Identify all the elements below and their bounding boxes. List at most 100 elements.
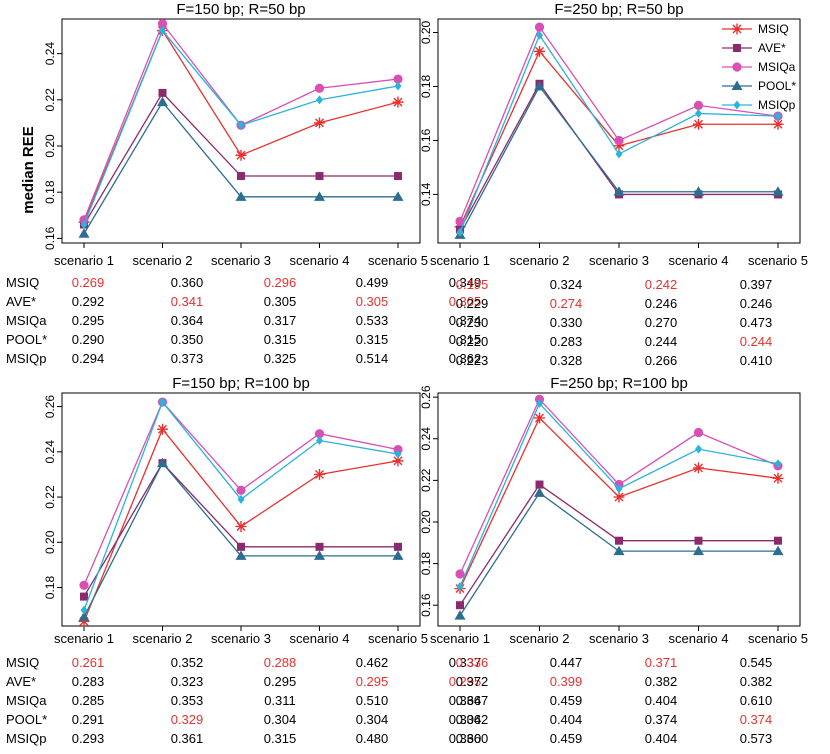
- table-cell: 0.330: [550, 315, 583, 330]
- table-cell: 0.244: [740, 334, 773, 349]
- table-cell: 0.459: [550, 731, 583, 746]
- data-point: [237, 542, 245, 551]
- table-cell: 0.294: [72, 351, 105, 366]
- data-point: [316, 95, 323, 105]
- series-msiqa: [455, 22, 783, 227]
- y-tick-label: 0.24: [43, 42, 57, 66]
- data-point: [392, 96, 404, 108]
- table-cell: 0.266: [645, 353, 678, 368]
- data-point: [772, 118, 784, 130]
- table-cell: 0.195: [456, 277, 489, 292]
- data-point: [695, 108, 702, 118]
- series-line: [459, 85, 778, 236]
- y-tick-label: 0.26: [419, 385, 433, 409]
- table-row-label: MSIQp: [6, 351, 46, 366]
- table-cell: 0.533: [356, 313, 389, 328]
- data-point: [534, 412, 545, 424]
- plot-frame: [61, 18, 421, 244]
- table-row-label: POOL*: [6, 332, 47, 347]
- x-tick-label: scenario 1: [430, 631, 490, 646]
- data-point: [78, 611, 90, 621]
- table-cell: 0.304: [449, 712, 482, 727]
- table-cell: 0.336: [456, 655, 489, 670]
- table-cell: 0.404: [645, 731, 678, 746]
- table-cell: 0.337: [449, 655, 482, 670]
- y-tick-label: 0.20: [43, 530, 57, 554]
- table-cell: 0.399: [550, 674, 583, 689]
- table-cell: 0.374: [645, 712, 678, 727]
- x-tick-label: scenario 2: [510, 631, 570, 646]
- table-row-label: POOL*: [6, 712, 47, 727]
- table-cell: 0.473: [740, 315, 773, 330]
- series-poolstar: [454, 487, 784, 620]
- table-row-label: AVE*: [6, 674, 36, 689]
- chart-title: F=250 bp; R=50 bp: [554, 1, 683, 18]
- table-cell: 0.371: [645, 655, 678, 670]
- y-tick-label: 0.20: [419, 510, 433, 534]
- data-point: [314, 117, 325, 129]
- data-point: [693, 462, 704, 474]
- table-cell: 0.283: [550, 334, 583, 349]
- y-tick-label: 0.14: [419, 182, 433, 206]
- table-cell: 0.317: [264, 313, 297, 328]
- results-table-3: MSIQ 0.261 0.352 0.288 0.462 0.337 AVE* 0.283 0.…: [6, 655, 481, 746]
- series-msiq: [78, 423, 404, 627]
- series-msiq: [454, 412, 784, 595]
- table-cell: 0.229: [456, 296, 489, 311]
- table-cell: 0.246: [645, 296, 678, 311]
- legend-marker: [733, 100, 741, 110]
- chart-title: F=250 bp; R=100 bp: [550, 375, 688, 392]
- data-point: [772, 186, 784, 196]
- data-point: [237, 120, 245, 130]
- table-cell: 0.325: [264, 351, 297, 366]
- x-tick-label: scenario 5: [368, 253, 428, 268]
- data-point: [80, 592, 88, 601]
- table-cell: 0.410: [740, 353, 773, 368]
- table-cell: 0.270: [645, 315, 678, 330]
- data-point: [455, 216, 465, 227]
- table-cell: 0.305: [449, 294, 482, 309]
- y-tick-label: 0.18: [419, 74, 433, 98]
- table-cell: 0.295: [356, 674, 389, 689]
- table-cell: 0.360: [171, 275, 204, 290]
- chart-panel-3: F=150 bp; R=100 bp 0.18 0.20 0.22 0.24 0.26 sc…: [43, 375, 428, 646]
- data-point: [316, 436, 323, 446]
- table-cell: 0.220: [456, 334, 489, 349]
- x-tick-label: scenario 1: [54, 631, 114, 646]
- table-cell: 0.261: [72, 655, 105, 670]
- table-cell: 0.397: [740, 277, 773, 292]
- plot-frame: [437, 392, 801, 627]
- table-cell: 0.360: [456, 731, 489, 746]
- data-point: [157, 423, 168, 435]
- data-point: [394, 449, 402, 459]
- data-point: [774, 536, 782, 545]
- table-cell: 0.328: [550, 353, 583, 368]
- data-point: [615, 484, 623, 494]
- table-cell: 0.404: [645, 693, 678, 708]
- table-cell: 0.304: [356, 712, 389, 727]
- data-point: [393, 444, 403, 455]
- y-tick-label: 0.16: [43, 226, 57, 250]
- table-cell: 0.462: [356, 655, 389, 670]
- table-cell: 0.360: [449, 731, 482, 746]
- data-point: [693, 186, 704, 196]
- table-cell: 0.459: [550, 693, 583, 708]
- table-cell: 0.573: [740, 731, 773, 746]
- data-point: [392, 455, 404, 467]
- data-point: [695, 444, 702, 454]
- table-cell: 0.288: [264, 655, 297, 670]
- data-point: [157, 19, 168, 29]
- table-cell: 0.291: [72, 712, 105, 727]
- data-point: [315, 172, 324, 181]
- data-point: [613, 491, 625, 503]
- table-row-label: MSIQ: [6, 275, 39, 290]
- chart-title: F=150 bp; R=100 bp: [172, 375, 310, 392]
- x-tick-label: scenario 1: [54, 253, 114, 268]
- series-msiqp: [456, 398, 782, 591]
- data-point: [78, 228, 90, 238]
- x-tick-label: scenario 4: [290, 253, 350, 268]
- y-tick-label: 0.16: [419, 593, 433, 617]
- data-point: [534, 80, 545, 91]
- y-axis-label: median REE: [20, 126, 37, 214]
- data-point: [456, 227, 464, 237]
